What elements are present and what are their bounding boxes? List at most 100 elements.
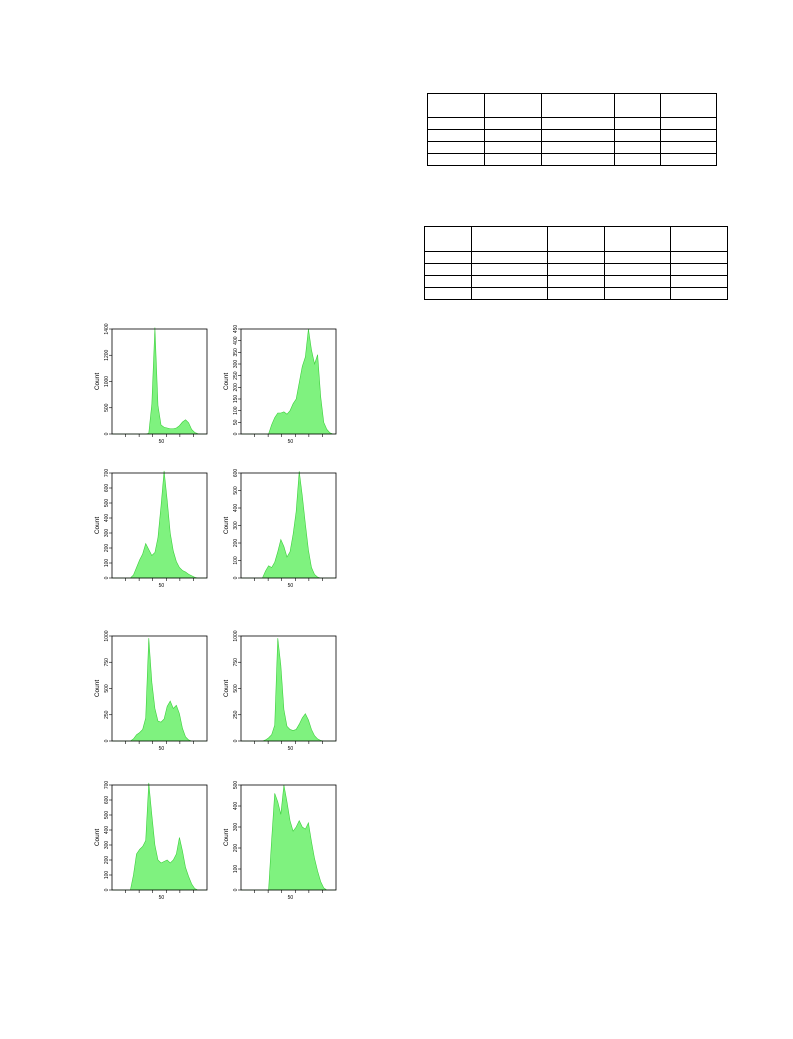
y-axis-label: Count [94,829,101,847]
table-cell [670,275,728,288]
table-cell [604,226,671,252]
histogram-5: 0 250 500 750 1000 50 Count [94,630,208,752]
table-cell [604,287,671,300]
y-tick-label: 150 [233,395,239,404]
x-tick-label: 50 [159,746,165,752]
table-cell [427,153,485,166]
table-cell [424,251,472,264]
histogram-area [112,470,207,579]
table-cell [660,153,717,166]
table-cell [660,117,717,130]
y-tick-label: 300 [233,823,239,832]
y-axis-label: Count [223,373,230,391]
table-cell [424,275,472,288]
y-tick-label: 0 [233,888,239,891]
histogram-area [241,784,336,891]
y-tick-label: 500 [104,684,110,693]
table-cell [471,251,548,264]
y-tick-label: 1000 [104,376,110,387]
table-cell [604,251,671,264]
y-tick-label: 0 [104,432,110,435]
table-cell [541,93,615,118]
histogram-area [241,638,336,742]
plot-frame [240,635,337,742]
plot-frame [111,784,208,891]
table-cell [541,117,615,130]
table-cell [484,117,542,130]
y-tick-label: 200 [233,844,239,853]
y-tick-label: 100 [233,556,239,565]
table-cell [427,129,485,142]
table-cell [547,275,605,288]
y-tick-label: 250 [233,710,239,719]
table-cell [541,153,615,166]
table-cell [547,251,605,264]
x-tick-label: 50 [159,895,165,901]
table-cell [541,129,615,142]
x-tick-label: 50 [288,895,294,901]
y-axis-label: Count [223,517,230,535]
plot-frame [240,328,337,435]
x-tick-label: 50 [159,583,165,589]
y-tick-label: 600 [233,469,239,478]
y-tick-label: 0 [104,576,110,579]
table-cell [427,93,485,118]
table-cell [547,287,605,300]
y-tick-label: 750 [104,658,110,667]
table-cell [670,226,728,252]
y-tick-label: 400 [233,504,239,513]
table-cell [471,275,548,288]
histogram-area [112,327,207,435]
table-cell [484,93,542,118]
y-tick-label: 500 [104,499,110,508]
plot-frame [240,784,337,891]
table-cell [471,226,548,252]
y-tick-label: 700 [104,469,110,478]
table-cell [604,263,671,276]
y-tick-label: 200 [233,383,239,392]
table-cell [660,93,717,118]
table-cell [541,141,615,154]
y-tick-label: 1200 [104,349,110,360]
y-tick-label: 300 [233,521,239,530]
y-axis-label: Count [94,517,101,535]
x-tick-label: 50 [288,583,294,589]
y-tick-label: 400 [233,802,239,811]
histogram-area [112,782,207,891]
y-tick-label: 0 [233,576,239,579]
histogram-area [241,328,336,435]
y-tick-label: 1000 [104,630,110,641]
table-cell [604,275,671,288]
y-tick-label: 600 [104,796,110,805]
table-cell [471,287,548,300]
histogram-7: 0 100 200 300 400 500 600 700 50 Count [94,781,208,901]
table-cell [670,263,728,276]
y-tick-label: 500 [104,403,110,412]
table-cell [614,93,661,118]
table-cell [547,263,605,276]
y-axis-label: Count [223,829,230,847]
y-tick-label: 300 [104,529,110,538]
table-cell [424,263,472,276]
y-tick-label: 600 [104,484,110,493]
x-tick-label: 50 [288,439,294,445]
table-cell [670,251,728,264]
y-tick-label: 0 [104,888,110,891]
table-cell [547,226,605,252]
y-tick-label: 1000 [233,630,239,641]
summary-table-1 [427,93,717,166]
table-cell [427,117,485,130]
y-tick-label: 450 [233,325,239,334]
x-tick-label: 50 [288,746,294,752]
table-cell [660,129,717,142]
y-tick-label: 300 [104,841,110,850]
y-tick-label: 50 [233,419,239,425]
y-tick-label: 500 [233,486,239,495]
y-tick-label: 700 [104,781,110,790]
y-tick-label: 200 [104,544,110,553]
y-tick-label: 100 [233,406,239,415]
table-cell [614,117,661,130]
y-tick-label: 200 [104,856,110,865]
y-tick-label: 0 [233,739,239,742]
table-cell [660,141,717,154]
